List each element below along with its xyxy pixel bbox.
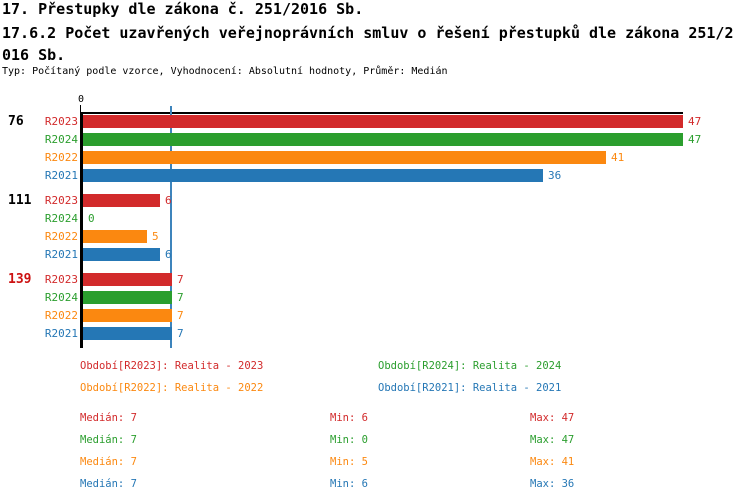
legend-item: Období[R2023]: Realita - 2023: [80, 360, 264, 372]
stat-median: Medián: 7: [80, 434, 137, 446]
value-label: 7: [177, 309, 184, 322]
stat-min: Min: 5: [330, 456, 368, 468]
series-label: R2021: [44, 169, 78, 182]
stat-max: Max: 47: [530, 434, 575, 446]
y-axis-line: [80, 112, 83, 348]
bar: [83, 194, 160, 207]
bar: [83, 248, 160, 261]
bar: [83, 133, 683, 146]
value-label: 0: [88, 212, 95, 225]
bar: [83, 327, 172, 340]
report-title: 17. Přestupky dle zákona č. 251/2016 Sb.: [2, 0, 364, 18]
axis-origin-label: 0: [77, 94, 85, 105]
series-label: R2023: [44, 194, 78, 207]
stat-median: Medián: 7: [80, 478, 137, 490]
report-subtitle-line2: 016 Sb.: [2, 46, 66, 64]
bar: [83, 169, 543, 182]
stat-median: Medián: 7: [80, 412, 137, 424]
series-label: R2023: [44, 115, 78, 128]
stats-table: Medián: 7 Min: 6 Max: 47 Medián: 7 Min: 0 Max…: [80, 412, 740, 490]
report-subtitle-line1: 17.6.2 Počet uzavřených veřejnoprávních …: [2, 24, 734, 42]
series-label: R2024: [44, 133, 78, 146]
bar: [83, 273, 172, 286]
report-meta-line: Typ: Počítaný podle vzorce, Vyhodnocení:…: [2, 66, 448, 77]
bar: [83, 230, 147, 243]
value-label: 7: [177, 291, 184, 304]
series-label: R2021: [44, 248, 78, 261]
axis-origin-tick: [80, 105, 81, 112]
legend-item: Období[R2021]: Realita - 2021: [378, 382, 562, 394]
stat-min: Min: 6: [330, 478, 368, 490]
bar: [83, 291, 172, 304]
series-label: R2024: [44, 212, 78, 225]
group-label: 111: [8, 193, 32, 208]
series-label: R2023: [44, 273, 78, 286]
value-label: 47: [688, 133, 702, 146]
bar: [83, 151, 606, 164]
value-label: 5: [152, 230, 159, 243]
value-label: 7: [177, 327, 184, 340]
value-label: 7: [177, 273, 184, 286]
value-label: 6: [165, 248, 172, 261]
bar: [83, 309, 172, 322]
value-label: 36: [548, 169, 562, 182]
stat-max: Max: 47: [530, 412, 575, 424]
series-label: R2021: [44, 327, 78, 340]
legend-item: Období[R2024]: Realita - 2024: [378, 360, 562, 372]
x-axis-line: [81, 112, 683, 114]
value-label: 47: [688, 115, 702, 128]
stat-max: Max: 41: [530, 456, 575, 468]
median-reference-line: [170, 106, 172, 348]
stat-min: Min: 6: [330, 412, 368, 424]
stat-min: Min: 0: [330, 434, 368, 446]
group-label: 76: [8, 114, 24, 129]
series-label: R2022: [44, 230, 78, 243]
value-label: 6: [165, 194, 172, 207]
group-label: 139: [8, 272, 32, 287]
value-label: 41: [611, 151, 625, 164]
series-label: R2022: [44, 309, 78, 322]
series-label: R2024: [44, 291, 78, 304]
legend: Období[R2023]: Realita - 2023 Období[R202…: [80, 360, 740, 394]
stat-median: Medián: 7: [80, 456, 137, 468]
stat-max: Max: 36: [530, 478, 575, 490]
legend-item: Období[R2022]: Realita - 2022: [80, 382, 264, 394]
series-label: R2022: [44, 151, 78, 164]
bar: [83, 115, 683, 128]
